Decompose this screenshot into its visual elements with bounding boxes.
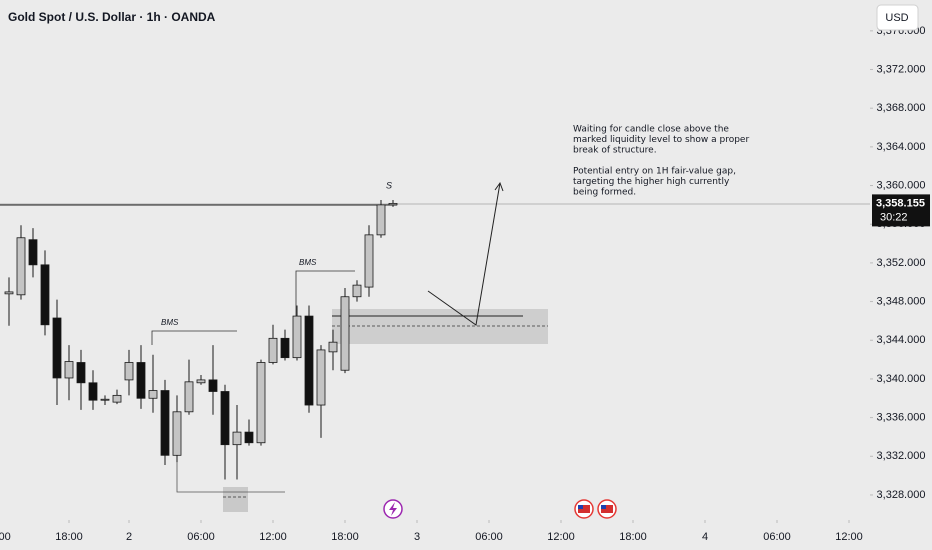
note-line: Potential entry on 1H fair-value gap, <box>573 167 736 177</box>
flag <box>601 505 613 513</box>
candle-body <box>328 341 338 353</box>
note-line: break of structure. <box>573 146 657 156</box>
candle-body <box>88 382 98 401</box>
note-line: Waiting for candle close above the <box>573 125 729 135</box>
y-tick-label: 3,348.000 <box>877 295 926 307</box>
candle-body <box>136 362 146 399</box>
fvg-zone <box>332 309 548 344</box>
x-tick-label: 12:00 <box>0 531 11 543</box>
bms-label: BMS <box>299 258 317 267</box>
x-tick-label: 12:00 <box>835 531 863 543</box>
x-tick-label: 12:00 <box>259 531 287 543</box>
y-tick-label: 3,336.000 <box>877 412 926 424</box>
notes: Waiting for candle close above themarked… <box>573 125 749 198</box>
y-tick-label: 3,328.000 <box>877 489 926 501</box>
price-tag-label: 3,358.155 <box>876 197 925 209</box>
candle-body <box>292 315 302 359</box>
price-tag: 3,358.155 30:22 <box>872 194 930 227</box>
x-tick-label: 12:00 <box>547 531 575 543</box>
x-tick-label: 18:00 <box>331 531 359 543</box>
candle-body <box>172 411 182 456</box>
candle-body <box>340 296 350 371</box>
candle-body <box>160 390 170 456</box>
axes: 3,328.000 3,332.000 3,336.000 3,340.000 3,34… <box>0 25 925 543</box>
x-tick-label: 2 <box>126 531 132 543</box>
price-tag-box <box>872 194 930 227</box>
x-tick-label: 06:00 <box>763 531 791 543</box>
bms-line <box>151 330 237 345</box>
candle-body <box>76 362 86 384</box>
candle-body <box>148 390 158 399</box>
bms-label: BMS <box>161 318 179 327</box>
candle-body <box>376 204 386 236</box>
candle-body <box>388 202 398 206</box>
x-tick-label: 06:00 <box>475 531 503 543</box>
y-tick-label: 3,364.000 <box>877 141 926 153</box>
sweep-label: S <box>386 180 392 190</box>
candle-body <box>64 361 74 379</box>
candle-body <box>364 234 374 288</box>
candle-body <box>256 362 266 444</box>
flag <box>601 505 606 509</box>
y-tick-label: 3,344.000 <box>877 334 926 346</box>
candles <box>4 200 398 480</box>
note-line: marked liquidity level to show a proper <box>573 135 749 145</box>
candle-body <box>208 379 218 392</box>
y-tick-label: 3,352.000 <box>877 257 926 269</box>
candle-body <box>316 349 326 406</box>
low-zone <box>223 487 248 512</box>
candle-body <box>100 398 110 401</box>
candle-body <box>244 431 254 444</box>
candle-body <box>40 264 50 326</box>
candle-body <box>352 284 362 298</box>
note-line: being formed. <box>573 188 636 198</box>
candle-body <box>112 394 122 403</box>
candle-body <box>184 381 194 413</box>
currency-label[interactable]: USD <box>885 12 908 24</box>
candle-body <box>220 391 230 446</box>
y-tick-label: 3,372.000 <box>877 63 926 75</box>
low-line <box>176 455 285 493</box>
x-tick-label: 3 <box>414 531 420 543</box>
candle-body <box>196 379 206 384</box>
x-tick-label: 06:00 <box>187 531 215 543</box>
bms-line <box>295 270 355 320</box>
candle-body <box>124 362 134 381</box>
event-icon-bolt <box>389 502 397 516</box>
candle-body <box>16 237 26 296</box>
y-tick-label: 3,332.000 <box>877 450 926 462</box>
projection-path <box>427 182 501 326</box>
note-line: targeting the higher high currently <box>573 177 730 187</box>
candle-body <box>268 337 278 363</box>
arrow-head <box>494 181 504 192</box>
y-tick-label: 3,368.000 <box>877 102 926 114</box>
flag <box>578 505 590 513</box>
chart-title: Gold Spot / U.S. Dollar · 1h · OANDA <box>8 10 216 24</box>
y-tick-label: 3,360.000 <box>877 179 926 191</box>
x-tick-label: 18:00 <box>55 531 83 543</box>
flag <box>578 505 583 509</box>
candle-body <box>28 239 38 266</box>
countdown: 30:22 <box>880 211 908 223</box>
x-tick-label: 18:00 <box>619 531 647 543</box>
y-tick-label: 3,340.000 <box>877 373 926 385</box>
currency-button[interactable] <box>876 4 919 31</box>
candle-body <box>4 291 14 295</box>
candle-body <box>304 315 314 406</box>
y-tick-label: 3,376.000 <box>877 25 926 37</box>
candle-body <box>52 317 62 379</box>
candle-body <box>280 337 290 359</box>
x-tick-label: 4 <box>702 531 708 543</box>
candle-body <box>232 431 242 446</box>
